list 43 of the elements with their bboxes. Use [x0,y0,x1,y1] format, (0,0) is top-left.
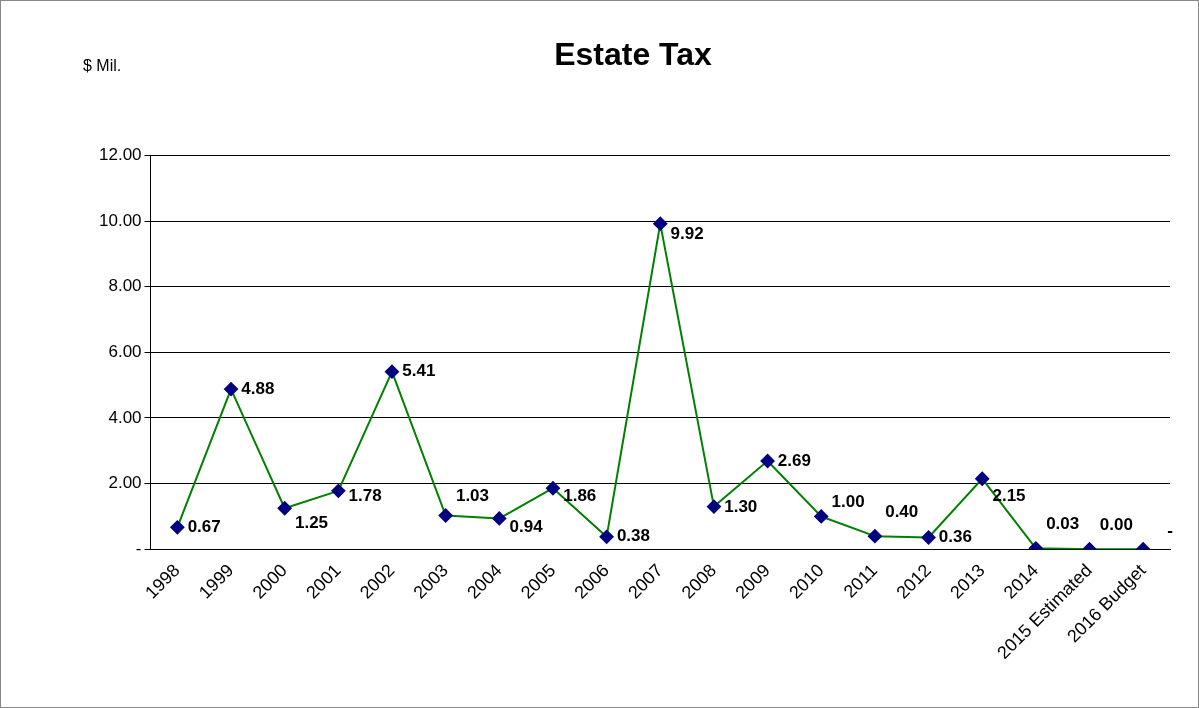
y-tick-label: 10.00 [98,210,142,230]
y-axis-title: $ Mil. [83,57,122,75]
data-label: 0.03 [1046,514,1080,534]
data-label: 1.25 [294,513,329,533]
point [921,530,936,545]
point [653,216,668,231]
point [277,501,292,516]
point [492,511,507,526]
point [384,364,399,379]
point [760,453,775,468]
data-label: 0.40 [885,502,919,522]
point [331,483,346,498]
data-label: 1.03 [455,486,490,506]
point [706,499,721,514]
data-label: 4.88 [241,378,275,398]
data-label: 5.41 [402,361,436,381]
chart-title: Estate Tax [554,36,713,73]
point [975,471,990,486]
y-tick-label: 2.00 [108,473,142,493]
point [867,529,882,544]
data-label: 0.36 [938,527,972,547]
data-label: 1.30 [724,497,758,517]
data-label: - [1167,520,1173,540]
y-tick-label: 12.00 [98,145,142,165]
point [438,508,453,523]
point [599,529,614,544]
y-tick-label: 8.00 [108,276,142,296]
point [814,509,829,524]
data-label: 0.67 [187,516,221,536]
data-label: 9.92 [670,223,704,243]
y-tick-label: 4.00 [108,407,142,427]
data-label: 1.78 [348,486,382,506]
point [224,382,239,397]
data-label: 1.00 [831,491,865,511]
data-label: 0.94 [509,517,544,537]
point [545,481,560,496]
data-label: 2.69 [777,450,811,470]
y-tick-label: 6.00 [108,342,142,362]
data-label: 0.38 [616,526,650,546]
data-label: 0.00 [1099,514,1133,534]
point [170,520,185,535]
y-tick-label: - [135,538,142,558]
data-label: 1.86 [563,486,597,506]
